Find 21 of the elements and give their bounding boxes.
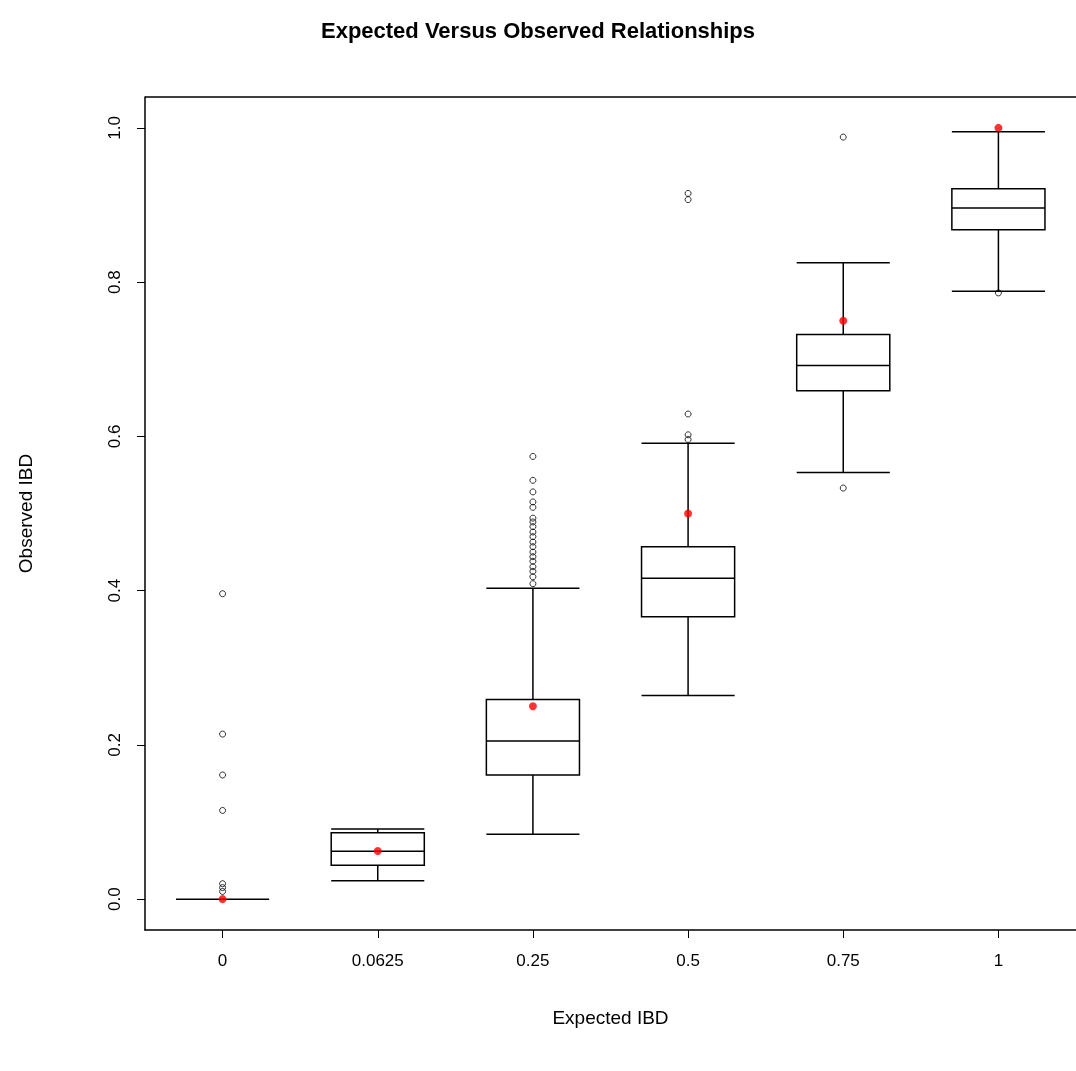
point xyxy=(528,702,537,711)
y-tick-label: 0.4 xyxy=(105,578,124,603)
x-tick-label: 0 xyxy=(217,951,228,970)
point xyxy=(994,123,1003,132)
x-tick-label: 1 xyxy=(993,951,1004,970)
y-tick-label: 0.8 xyxy=(105,270,124,294)
point xyxy=(373,846,382,855)
x-tick-label: 0.75 xyxy=(826,951,860,970)
x-tick-label: 0.25 xyxy=(516,951,550,970)
x-axis-title: Expected IBD xyxy=(552,1007,669,1028)
point xyxy=(839,316,848,325)
chart-title: Expected Versus Observed Relationships xyxy=(320,17,756,43)
y-tick-label: 0.2 xyxy=(105,733,124,757)
point xyxy=(684,509,693,518)
x-tick-label: 0.5 xyxy=(676,951,700,970)
point xyxy=(218,895,227,904)
y-tick-label: 0.6 xyxy=(105,424,124,449)
y-axis-title: Observed IBD xyxy=(15,453,36,574)
y-tick-label: 0.0 xyxy=(105,887,124,911)
y-tick-label: 1.0 xyxy=(105,116,124,140)
x-tick-label: 0.0625 xyxy=(351,951,404,970)
